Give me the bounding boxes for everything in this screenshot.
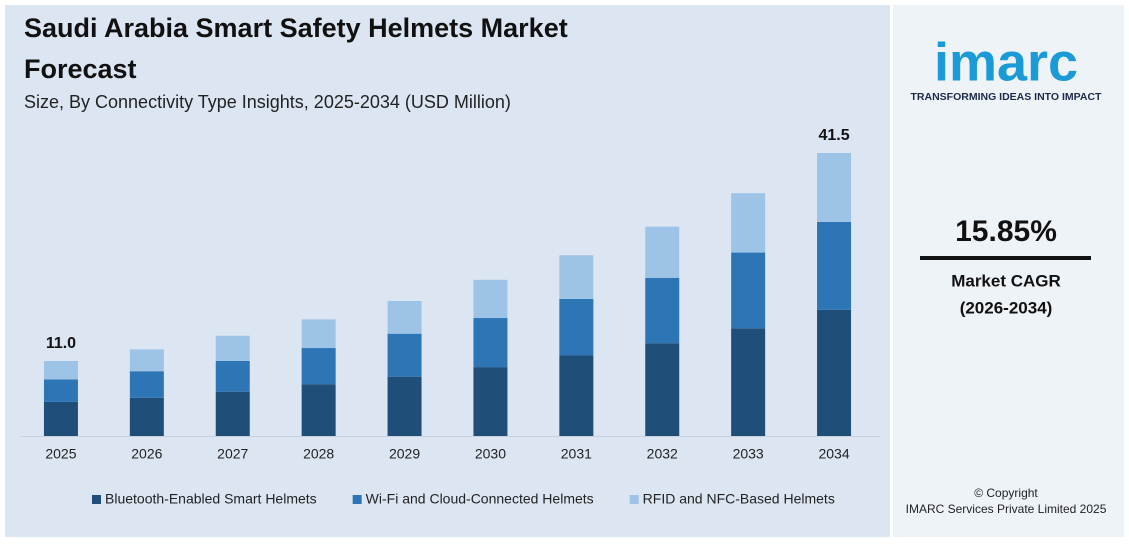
cagr-rule [920,256,1091,260]
bar-segment [817,309,852,436]
bar-segment [387,376,422,436]
bar-segment [645,277,680,344]
total-label: 41.5 [818,127,849,144]
x-tick-label: 2025 [45,446,76,462]
legend-swatch [92,495,101,504]
chart-subtitle: Size, By Connectivity Type Insights, 202… [24,92,511,112]
cagr-period: (2026-2034) [960,298,1053,317]
cagr-label: Market CAGR [951,271,1061,290]
bar-segment [645,226,680,278]
bar-segment [129,397,164,436]
x-tick-label: 2031 [561,446,592,462]
legend-label: Wi-Fi and Cloud-Connected Helmets [366,491,594,507]
cagr-value: 15.85% [955,215,1057,248]
bar-segment [731,328,766,436]
bar-segment [559,355,594,436]
x-tick-label: 2032 [647,446,678,462]
bar-segment [43,401,78,436]
x-tick-label: 2029 [389,446,420,462]
bar-segment [817,153,852,222]
bar-segment [129,349,164,372]
x-tick-label: 2026 [131,446,162,462]
x-tick-label: 2030 [475,446,506,462]
bar-segment [731,193,766,253]
bar-segment [473,318,508,368]
title-line: Forecast [24,54,137,84]
tagline: TRANSFORMING IDEAS INTO IMPACT [911,91,1103,103]
bar-segment [43,360,78,380]
side-panel [893,5,1124,537]
bar-segment [301,319,336,349]
x-tick-label: 2033 [733,446,764,462]
copyright: © Copyright [974,486,1038,500]
legend-label: Bluetooth-Enabled Smart Helmets [105,491,317,507]
bar-segment [387,300,422,334]
bar-segment [129,371,164,398]
owner: IMARC Services Private Limited 2025 [906,502,1107,516]
bar-segment [301,384,336,436]
legend-swatch [352,495,362,504]
bar-segment [215,360,250,392]
bar-segment [215,391,250,436]
bar-segment [473,367,508,436]
bar-segment [645,343,680,436]
x-tick-label: 2034 [818,446,849,462]
bar-segment [817,221,852,310]
x-tick-label: 2027 [217,446,248,462]
title-line: Saudi Arabia Smart Safety Helmets Market [24,13,568,43]
legend-label: RFID and NFC-Based Helmets [643,491,835,507]
bar-segment [43,379,78,402]
legend-swatch [629,495,639,504]
bar-segment [559,298,594,356]
bar-segment [387,333,422,377]
bar-segment [559,255,594,299]
bar-segment [473,279,508,319]
total-label: 11.0 [46,335,76,352]
logo: imarc [934,32,1078,92]
chart-title: Saudi Arabia Smart Safety Helmets Market… [24,13,568,84]
bar-segment [215,335,250,361]
x-tick-label: 2028 [303,446,334,462]
bar-segment [731,252,766,329]
bar-segment [301,348,336,385]
